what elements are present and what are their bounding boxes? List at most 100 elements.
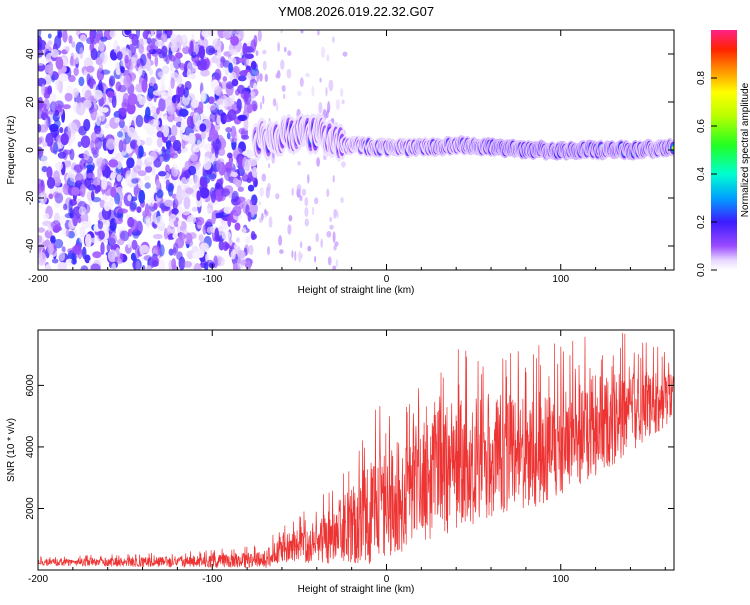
heatmap-noise-blob: [89, 30, 94, 43]
heatmap-noise-blob: [299, 77, 304, 87]
heatmap-noise-blob: [83, 100, 92, 108]
heatmap-noise-blob: [123, 74, 131, 89]
heatmap-noise-blob: [40, 155, 49, 164]
heatmap-noise-blob: [319, 77, 322, 83]
heatmap-noise-blob: [80, 265, 89, 270]
heatmap-noise-blob: [85, 233, 92, 248]
heatmap-noise-blob: [54, 162, 59, 168]
heatmap-noise-blob: [333, 245, 337, 251]
heatmap-noise-blob: [106, 138, 116, 150]
heatmap-noise-blob: [268, 216, 273, 229]
heatmap-noise-blob: [278, 235, 283, 246]
spectrogram-xtick-label: -100: [202, 274, 222, 285]
heatmap-noise-blob: [279, 249, 284, 254]
colorbar-label: Normalized spectral amplitude: [740, 82, 750, 217]
heatmap-noise-blob: [211, 211, 216, 225]
heatmap-noise-blob: [203, 143, 213, 151]
heatmap-noise-blob: [175, 188, 186, 201]
heatmap-noise-blob: [252, 103, 258, 112]
heatmap-noise-blob: [257, 30, 262, 42]
heatmap-noise-blob: [38, 30, 42, 38]
heatmap-noise-blob: [191, 51, 197, 59]
heatmap-noise-blob: [198, 45, 206, 60]
heatmap-noise-blob: [171, 163, 179, 177]
heatmap-noise-blob: [77, 141, 82, 148]
heatmap-noise-blob: [329, 224, 334, 230]
heatmap-noise-blob: [58, 73, 69, 82]
heatmap-noise-blob: [305, 72, 310, 78]
heatmap-noise-blob: [342, 51, 348, 57]
heatmap-noise-blob: [89, 42, 95, 51]
heatmap-noise-blob: [178, 108, 189, 117]
heatmap-noise-blob: [79, 183, 86, 198]
heatmap-noise-blob: [51, 74, 55, 83]
heatmap-noise-blob: [200, 90, 205, 103]
heatmap-noise-blob: [172, 139, 182, 152]
heatmap-noise-blob: [256, 70, 260, 83]
heatmap-noise-blob: [296, 184, 302, 194]
heatmap-noise-blob: [251, 233, 257, 240]
heatmap-noise-blob: [64, 92, 73, 102]
heatmap-noise-blob: [175, 52, 183, 59]
heatmap-noise-blob: [170, 33, 177, 45]
heatmap-noise-blob: [235, 179, 242, 188]
heatmap-noise-blob: [182, 207, 191, 216]
heatmap-noise-blob: [262, 49, 267, 55]
heatmap-noise-blob: [327, 101, 331, 113]
heatmap-noise-blob: [237, 75, 247, 82]
heatmap-noise-blob: [127, 238, 132, 249]
heatmap-noise-blob: [272, 98, 277, 107]
heatmap-noise-blob: [248, 244, 254, 255]
heatmap-noise-blob: [223, 114, 233, 123]
heatmap-noise-blob: [137, 145, 144, 158]
heatmap-noise-blob: [106, 90, 115, 98]
heatmap-noise-blob: [172, 233, 178, 239]
heatmap-noise-blob: [38, 123, 42, 133]
heatmap-noise-blob: [85, 65, 95, 73]
heatmap-noise-blob: [307, 174, 310, 184]
heatmap-noise-blob: [326, 231, 332, 238]
heatmap-noise-blob: [93, 89, 103, 100]
heatmap-noise-blob: [186, 61, 197, 73]
heatmap-noise-blob: [53, 238, 64, 249]
heatmap-noise-blob: [214, 68, 222, 82]
heatmap-noise-blob: [146, 265, 152, 270]
heatmap-noise-blob: [127, 194, 132, 202]
heatmap-noise-blob: [46, 166, 53, 179]
heatmap-noise-blob: [216, 159, 223, 172]
heatmap-noise-blob: [158, 171, 167, 177]
heatmap-noise-blob: [241, 134, 250, 140]
heatmap-noise-blob: [184, 187, 194, 195]
heatmap-noise-blob: [221, 188, 230, 197]
heatmap-noise-blob: [122, 47, 130, 58]
heatmap-noise-blob: [120, 66, 125, 74]
heatmap-noise-blob: [340, 88, 344, 98]
heatmap-noise-blob: [154, 55, 159, 67]
heatmap-noise-blob: [314, 256, 317, 263]
heatmap-noise-blob: [62, 104, 71, 110]
heatmap-noise-blob: [176, 204, 182, 218]
heatmap-noise-blob: [124, 54, 129, 64]
heatmap-noise-blob: [118, 119, 125, 129]
heatmap-noise-blob: [237, 186, 244, 192]
heatmap-noise-blob: [145, 58, 151, 72]
snr-frame: [37, 329, 675, 571]
heatmap-noise-blob: [111, 95, 117, 108]
spectrogram-xlabel: Height of straight line (km): [298, 285, 415, 296]
spectrogram-xtick-label: 100: [552, 274, 569, 285]
heatmap-noise-blob: [38, 42, 43, 50]
heatmap-noise-blob: [180, 119, 186, 134]
heatmap-noise-blob: [329, 216, 333, 223]
heatmap-noise-blob: [152, 90, 162, 96]
heatmap-noise-blob: [216, 114, 221, 125]
heatmap-noise-blob: [315, 232, 319, 243]
heatmap-noise-blob: [165, 54, 170, 65]
heatmap-noise-blob: [147, 85, 155, 99]
heatmap-noise-blob: [215, 98, 225, 110]
heatmap-noise-blob: [43, 213, 50, 220]
heatmap-noise-blob: [258, 201, 262, 206]
heatmap-noise-blob: [67, 230, 75, 239]
heatmap-noise-blob: [316, 157, 320, 167]
heatmap-noise-blob: [197, 139, 201, 147]
